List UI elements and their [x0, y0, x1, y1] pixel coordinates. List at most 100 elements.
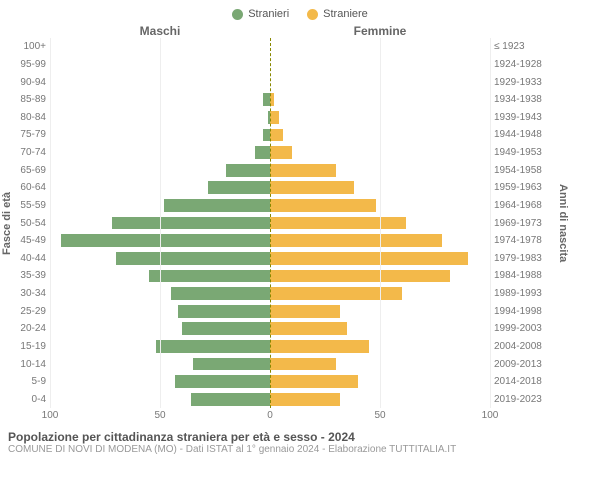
age-tick: 20-24: [14, 320, 50, 338]
birth-tick: ≤ 1923: [490, 38, 556, 56]
birth-tick: 2004-2008: [490, 338, 556, 356]
birth-tick: 1994-1998: [490, 302, 556, 320]
female-bar: [270, 393, 340, 406]
birth-tick: 1999-2003: [490, 320, 556, 338]
birth-tick: 2014-2018: [490, 373, 556, 391]
age-tick: 55-59: [14, 197, 50, 215]
male-bar: [61, 234, 270, 247]
female-bar: [270, 375, 358, 388]
male-bar: [226, 164, 270, 177]
age-tick: 70-74: [14, 144, 50, 162]
male-bar: [164, 199, 270, 212]
legend-male-label: Stranieri: [248, 8, 289, 20]
x-axis: 100500 50100: [0, 410, 600, 424]
birth-tick: 1964-1968: [490, 197, 556, 215]
male-bar: [208, 181, 270, 194]
age-tick: 90-94: [14, 73, 50, 91]
male-bar: [182, 322, 270, 335]
birth-ticks: ≤ 19231924-19281929-19331934-19381939-19…: [490, 38, 556, 408]
age-tick: 0-4: [14, 391, 50, 409]
center-line: [270, 38, 271, 408]
plot-area: [50, 38, 490, 408]
female-bar: [270, 358, 336, 371]
female-bar: [270, 322, 347, 335]
female-bar: [270, 287, 402, 300]
age-tick: 15-19: [14, 338, 50, 356]
female-bar: [270, 199, 376, 212]
age-tick: 100+: [14, 38, 50, 56]
y-axis-right-title: Anni di nascita: [556, 38, 570, 408]
age-tick: 40-44: [14, 250, 50, 268]
male-bar: [112, 217, 270, 230]
birth-tick: 1959-1963: [490, 179, 556, 197]
female-bar: [270, 164, 336, 177]
male-bar: [255, 146, 270, 159]
male-bar: [263, 93, 270, 106]
x-axis-right: 50100: [270, 410, 490, 424]
birth-tick: 2009-2013: [490, 355, 556, 373]
age-tick: 10-14: [14, 355, 50, 373]
male-bar: [175, 375, 270, 388]
age-tick: 85-89: [14, 91, 50, 109]
female-bar: [270, 252, 468, 265]
birth-tick: 1954-1958: [490, 161, 556, 179]
header-female: Femmine: [270, 24, 490, 38]
chart-title: Popolazione per cittadinanza straniera p…: [8, 430, 592, 444]
y-axis-left-title: Fasce di età: [0, 38, 14, 408]
birth-tick: 1974-1978: [490, 232, 556, 250]
male-bar: [171, 287, 270, 300]
female-bar: [270, 129, 283, 142]
age-tick: 50-54: [14, 214, 50, 232]
female-swatch: [307, 9, 318, 20]
age-tick: 35-39: [14, 267, 50, 285]
age-tick: 5-9: [14, 373, 50, 391]
birth-tick: 1989-1993: [490, 285, 556, 303]
male-bar: [178, 305, 270, 318]
chart-subtitle: COMUNE DI NOVI DI MODENA (MO) - Dati IST…: [8, 444, 592, 455]
male-bar: [149, 270, 270, 283]
birth-tick: 1949-1953: [490, 144, 556, 162]
birth-tick: 2019-2023: [490, 391, 556, 409]
birth-tick: 1984-1988: [490, 267, 556, 285]
birth-tick: 1924-1928: [490, 56, 556, 74]
female-bar: [270, 217, 406, 230]
age-tick: 30-34: [14, 285, 50, 303]
x-tick: 100: [42, 410, 59, 421]
birth-tick: 1969-1973: [490, 214, 556, 232]
legend-female-label: Straniere: [323, 8, 368, 20]
male-swatch: [232, 9, 243, 20]
x-axis-left: 100500: [50, 410, 270, 424]
female-bar: [270, 234, 442, 247]
header-male: Maschi: [50, 24, 270, 38]
legend-item-male: Stranieri: [232, 8, 289, 20]
x-tick: 50: [374, 410, 385, 421]
age-tick: 95-99: [14, 56, 50, 74]
male-bar: [116, 252, 270, 265]
male-bar: [263, 129, 270, 142]
female-bar: [270, 340, 369, 353]
age-tick: 45-49: [14, 232, 50, 250]
birth-tick: 1934-1938: [490, 91, 556, 109]
chart-footer: Popolazione per cittadinanza straniera p…: [0, 424, 600, 455]
age-tick: 80-84: [14, 109, 50, 127]
male-bar: [193, 358, 270, 371]
female-bar: [270, 305, 340, 318]
age-tick: 25-29: [14, 302, 50, 320]
column-headers: Maschi Femmine: [0, 24, 600, 38]
female-bar: [270, 111, 279, 124]
chart-body: Fasce di età 100+95-9990-9485-8980-8475-…: [0, 38, 600, 408]
birth-tick: 1929-1933: [490, 73, 556, 91]
female-bar: [270, 146, 292, 159]
x-tick: 50: [154, 410, 165, 421]
birth-tick: 1944-1948: [490, 126, 556, 144]
age-tick: 75-79: [14, 126, 50, 144]
legend: Stranieri Straniere: [0, 0, 600, 24]
male-bar: [191, 393, 270, 406]
legend-item-female: Straniere: [307, 8, 368, 20]
x-tick: 100: [482, 410, 499, 421]
male-bar: [156, 340, 270, 353]
age-ticks: 100+95-9990-9485-8980-8475-7970-7465-696…: [14, 38, 50, 408]
birth-tick: 1939-1943: [490, 109, 556, 127]
age-tick: 60-64: [14, 179, 50, 197]
female-bar: [270, 181, 354, 194]
